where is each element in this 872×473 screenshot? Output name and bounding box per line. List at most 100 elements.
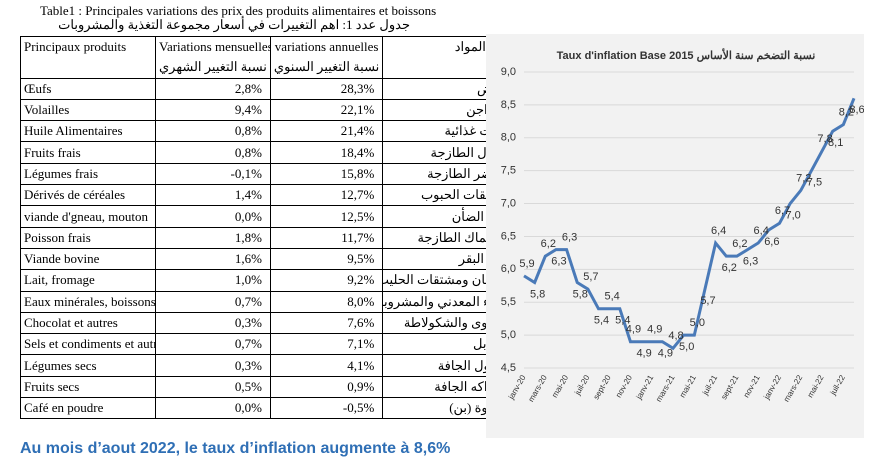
- table-row: Sels et condiments et autres0,7%7,1%التو…: [20, 333, 513, 356]
- header-cell: Principaux produits: [20, 36, 156, 58]
- table-cell: 22,1%: [269, 98, 384, 122]
- table-cell: الأسماك الطازجة: [382, 226, 513, 249]
- data-label: 5,4: [615, 315, 630, 327]
- table-cell: 12,7%: [269, 184, 384, 207]
- table-row: Fruits frais 0,8% 18,4% الغلال الطازجة: [20, 141, 513, 164]
- table-title-block: Table1 : Principales variations des prix…: [40, 4, 436, 32]
- table-row: Lait, fromage 1,0% 9,2% الاجبان ومشتقات الح…: [20, 269, 513, 292]
- table-row: Poisson frais 1,8% 11,7% الأسماك الطازجة: [20, 226, 513, 249]
- data-label: 7,0: [785, 209, 800, 221]
- table-cell: Légumes secs: [20, 354, 156, 377]
- table-cell: 0,7%: [155, 290, 271, 313]
- table: Principaux produits Variations mensuelles…: [20, 36, 513, 420]
- data-label: 5,4: [594, 315, 609, 327]
- table-row: Huile Alimentaires 0,8% 21,4% زيوت غذائية: [20, 120, 513, 143]
- data-label: 7,2: [796, 172, 811, 184]
- table-cell: Café en poudre: [20, 397, 156, 420]
- table-cell: 1,6%: [155, 247, 271, 271]
- data-label: 6,3: [551, 256, 566, 268]
- table-cell: 18,4%: [269, 141, 384, 164]
- chart-title: Taux d'inflation Base 2015 نسبة التضخم س…: [557, 48, 816, 62]
- table-cell: 9,4%: [155, 98, 271, 122]
- table-cell: Eaux minérales, boissons et ju: [20, 290, 156, 313]
- data-label: 6,4: [711, 225, 726, 237]
- subheader-row: نسبة التغيير الشهري نسبة التغيير السنوي: [20, 57, 513, 79]
- table-cell: 0,0%: [155, 205, 271, 228]
- data-label: 5,8: [573, 288, 588, 300]
- table-cell: 0,8%: [155, 141, 271, 164]
- table-cell: الاجبان ومشتقات الحليب: [382, 269, 513, 292]
- data-label: 4,9: [626, 324, 641, 336]
- table-cell: Chocolat et autres: [20, 311, 156, 335]
- table-cell: -0,1%: [155, 162, 271, 186]
- data-label: 8,6: [849, 104, 864, 116]
- table-cell: 11,7%: [269, 226, 384, 249]
- data-label: 4,9: [647, 324, 662, 336]
- subheader-cell: نسبة التغيير الشهري: [155, 57, 271, 79]
- data-label: 5,7: [583, 271, 598, 283]
- table-cell: 0,8%: [155, 120, 271, 143]
- y-tick-label: 4,5: [501, 362, 516, 374]
- table-cell: 0,3%: [155, 311, 271, 335]
- data-label: 7,8: [817, 133, 832, 145]
- table-cell: Légumes frais: [20, 162, 156, 186]
- table-cell: 0,5%: [155, 375, 271, 399]
- y-tick-label: 6,0: [501, 263, 516, 275]
- table-cell: Huile Alimentaires: [20, 120, 156, 143]
- subheader-cell: نسبة التغيير السنوي: [269, 57, 384, 79]
- table-cell: Lait, fromage: [20, 269, 156, 292]
- data-label: 4,8: [668, 330, 683, 342]
- y-tick-label: 8,0: [501, 132, 516, 144]
- data-label: 6,3: [562, 232, 577, 244]
- y-tick-label: 5,5: [501, 296, 516, 308]
- table-cell: Sels et condiments et autres: [20, 333, 156, 356]
- table-subtitle: جدول عدد 1: اهم التغييرات في أسعار مجموع…: [58, 17, 410, 32]
- data-label: 5,9: [519, 258, 534, 270]
- table-row: Viande bovine 1,6% 9,5% لحم البقر: [20, 247, 513, 271]
- y-tick-label: 7,5: [501, 165, 516, 177]
- table-cell: Dérivés de céréales: [20, 184, 156, 207]
- table-cell: Poisson frais: [20, 226, 156, 249]
- y-tick-label: 8,5: [501, 99, 516, 111]
- table-cell: -0,5%: [269, 397, 384, 420]
- table-cell: Fruits frais: [20, 141, 156, 164]
- table-cell: 0,7%: [155, 333, 271, 356]
- data-label: 4,9: [636, 348, 651, 360]
- table-cell: الماء المعدني والمشروبات الغازية: [382, 290, 513, 313]
- data-label: 6,2: [732, 238, 747, 250]
- table-cell: 1,4%: [155, 184, 271, 207]
- table-cell: 1,0%: [155, 269, 271, 292]
- header-cell: [20, 57, 156, 79]
- table-title: Table1 : Principales variations des prix…: [40, 3, 437, 18]
- data-label: 6,6: [764, 236, 779, 248]
- data-label: 6,7: [775, 205, 790, 217]
- table-cell: 0,3%: [155, 354, 271, 377]
- y-tick-label: 7,0: [501, 197, 516, 209]
- data-label: 8,1: [828, 137, 843, 149]
- table-row: Légumes secs 0,3% 4,1% البقول الجافة: [20, 354, 513, 377]
- data-label: 5,4: [605, 291, 620, 303]
- data-label: 6,2: [722, 262, 737, 274]
- table-cell: 1,8%: [155, 226, 271, 249]
- data-label: 6,3: [743, 256, 758, 268]
- table-cell: 9,5%: [269, 247, 384, 271]
- header-cell: variations annuelles: [269, 36, 384, 58]
- data-label: 4,9: [658, 348, 673, 360]
- table-row: Légumes frais -0,1% 15,8% الخضر الطازجة: [20, 162, 513, 186]
- table-cell: Viande bovine: [20, 247, 156, 271]
- data-label: 6,2: [541, 238, 556, 250]
- header-cell: Variations mensuelles: [155, 36, 271, 58]
- data-label: 7,5: [807, 177, 822, 189]
- table-cell: 7,1%: [269, 333, 384, 356]
- table-cell: 8,0%: [269, 290, 384, 313]
- table-row: Eaux minérales, boissons et ju0,7%8,0%ال…: [20, 290, 513, 313]
- y-tick-label: 6,5: [501, 230, 516, 242]
- table-cell: Fruits secs: [20, 375, 156, 399]
- table-row: Chocolat et autres 0,3% 7,6% الحلوى والشكول…: [20, 311, 513, 335]
- header-row: Principaux produits Variations mensuelles…: [20, 36, 513, 58]
- line: [523, 97, 856, 351]
- table-cell: 12,5%: [269, 205, 384, 228]
